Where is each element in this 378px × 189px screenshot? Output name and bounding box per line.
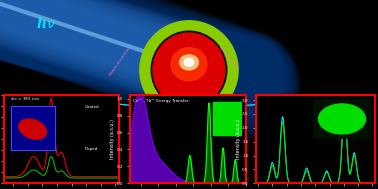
Text: $\lambda_{ex}$ = 395 nm: $\lambda_{ex}$ = 395 nm — [9, 96, 39, 103]
Ellipse shape — [180, 55, 198, 70]
Text: Ce³⁺ - Tb³⁺ Energy Transfer: Ce³⁺ - Tb³⁺ Energy Transfer — [133, 98, 188, 103]
Ellipse shape — [151, 31, 227, 109]
Ellipse shape — [153, 33, 225, 107]
Ellipse shape — [184, 59, 194, 66]
Text: h$\nu$: h$\nu$ — [36, 16, 56, 31]
Text: Coated: Coated — [85, 105, 99, 109]
Y-axis label: Intensity (a.s.u.): Intensity (a.s.u.) — [110, 119, 115, 159]
Text: Upconversion: Upconversion — [217, 46, 239, 71]
Ellipse shape — [171, 48, 207, 81]
Y-axis label: Intensity (a.s.u.): Intensity (a.s.u.) — [236, 119, 241, 159]
Text: Doped: Doped — [85, 147, 98, 151]
Ellipse shape — [140, 21, 238, 119]
Text: Downconversion: Downconversion — [108, 45, 132, 77]
Text: Energy Transfer: Energy Transfer — [142, 98, 180, 103]
